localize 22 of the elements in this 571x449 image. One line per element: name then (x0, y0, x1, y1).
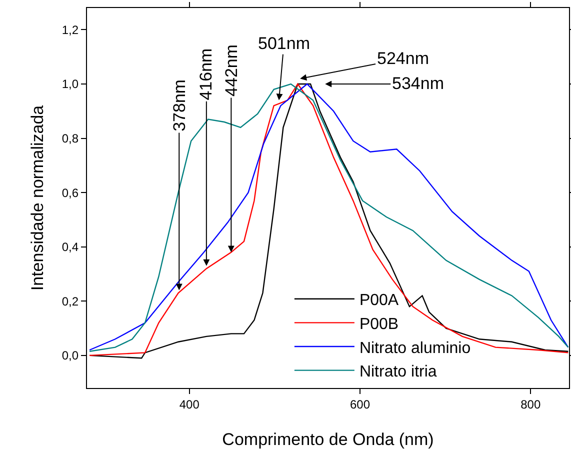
y-tick-label: 0,0 (62, 348, 79, 363)
annotation: 524nm (377, 49, 429, 68)
legend-label: Nitrato aluminio (359, 340, 471, 357)
annotation: 501nm (258, 34, 310, 53)
legend-label: P00B (359, 316, 399, 333)
annotation: 442nm (222, 44, 241, 96)
annotation: 534nm (392, 74, 444, 93)
annotation: 378nm (170, 79, 189, 132)
x-axis-title: Comprimento de Onda (nm) (222, 430, 434, 449)
y-tick-label: 0,8 (62, 131, 79, 146)
x-tick-label: 600 (350, 398, 370, 412)
y-tick-label: 0,4 (62, 240, 79, 254)
y-tick-label: 1,2 (62, 22, 79, 37)
legend-label: P00A (359, 292, 399, 310)
annotation: 416nm (196, 48, 216, 100)
legend-label: Nitrato itria (359, 364, 437, 381)
y-axis-title: Intensidade normalizada (28, 104, 47, 291)
y-tick-label: 0,6 (62, 186, 79, 200)
x-tick-label: 400 (179, 398, 200, 412)
y-tick-label: 1,0 (62, 77, 79, 92)
y-tick-label: 0,2 (62, 294, 79, 308)
x-tick-label: 800 (520, 398, 541, 412)
